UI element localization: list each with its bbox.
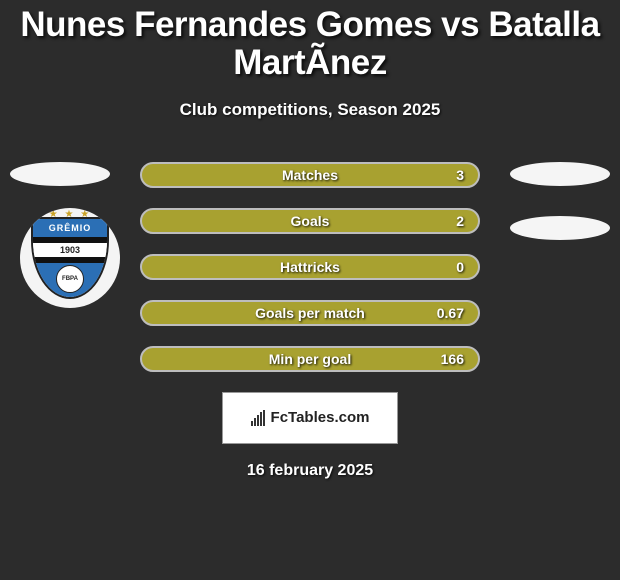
stat-label: Goals [291, 213, 330, 229]
stat-label: Hattricks [280, 259, 340, 275]
page-title: Nunes Fernandes Gomes vs Batalla MartÃ­n… [0, 0, 620, 82]
stat-value: 3 [456, 167, 464, 183]
stat-value: 166 [441, 351, 464, 367]
stat-row: Goals 2 [140, 208, 480, 234]
stat-row: Hattricks 0 [140, 254, 480, 280]
stat-row: Matches 3 [140, 162, 480, 188]
crest-name: GRÊMIO [33, 219, 107, 237]
player-left-placeholder [10, 162, 110, 186]
club-badge-left: ★ ★ ★ GRÊMIO 1903 FBPA [20, 208, 120, 308]
stat-row: Min per goal 166 [140, 346, 480, 372]
date-label: 16 february 2025 [0, 462, 620, 480]
player-right-placeholder-1 [510, 162, 610, 186]
stat-label: Matches [282, 167, 338, 183]
stat-value: 0 [456, 259, 464, 275]
comparison-area: ★ ★ ★ GRÊMIO 1903 FBPA Matches 3 Goals 2 Hat… [0, 162, 620, 372]
player-right-placeholder-2 [510, 216, 610, 240]
fctables-watermark[interactable]: FcTables.com [222, 392, 398, 444]
crest-year: 1903 [33, 243, 107, 257]
fctables-icon [251, 410, 265, 426]
stat-label: Min per goal [269, 351, 351, 367]
stat-value: 2 [456, 213, 464, 229]
stat-label: Goals per match [255, 305, 365, 321]
gremio-crest: ★ ★ ★ GRÊMIO 1903 FBPA [31, 217, 109, 299]
stat-value: 0.67 [437, 305, 464, 321]
crest-ball: FBPA [56, 265, 84, 293]
fctables-text: FcTables.com [271, 409, 370, 426]
subtitle: Club competitions, Season 2025 [0, 100, 620, 120]
stat-row: Goals per match 0.67 [140, 300, 480, 326]
